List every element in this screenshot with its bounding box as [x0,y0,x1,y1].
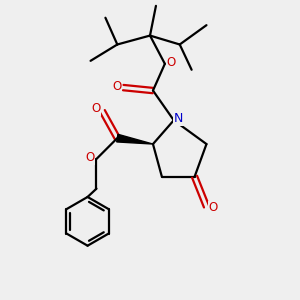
Text: O: O [208,202,217,214]
Text: O: O [91,103,101,116]
Text: N: N [173,112,183,125]
Text: O: O [112,80,121,93]
Polygon shape [117,134,153,144]
Text: O: O [167,56,176,69]
Text: O: O [85,151,94,164]
